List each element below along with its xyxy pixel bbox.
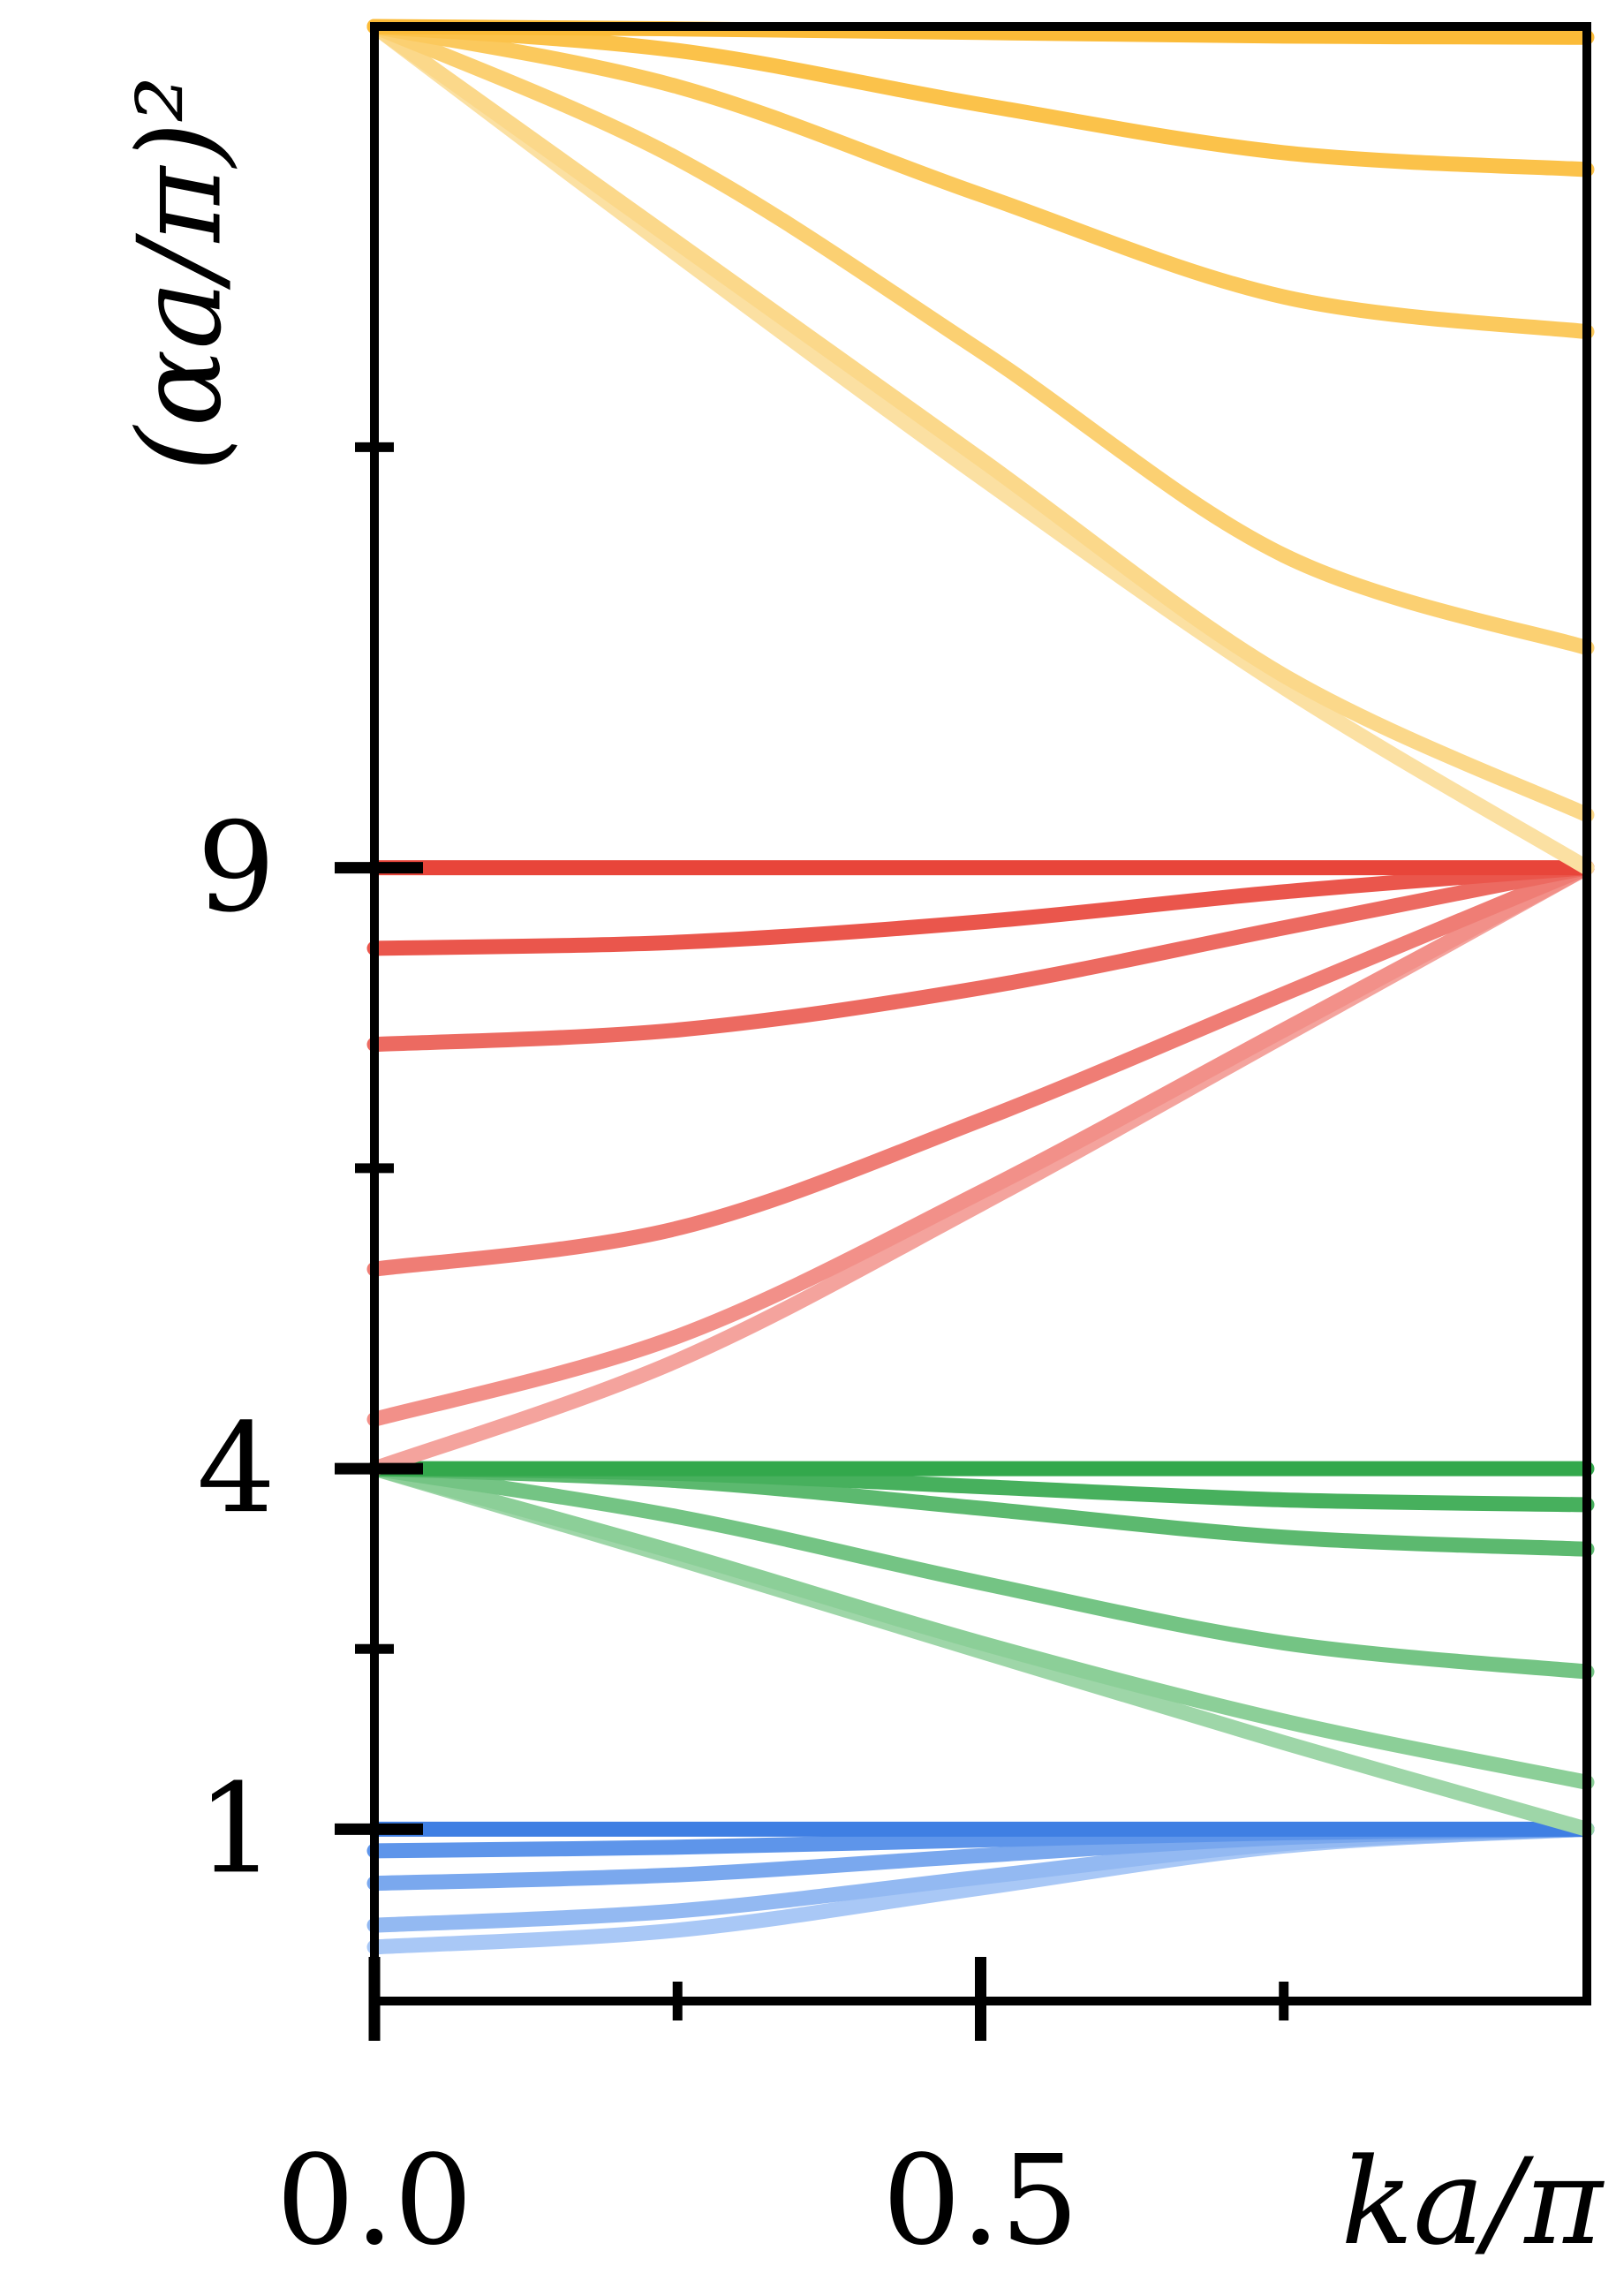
y-tick-label: 1 xyxy=(197,1757,276,1901)
band-line xyxy=(366,860,1595,1277)
y-tick-label: 4 xyxy=(197,1397,276,1541)
x-axis-label: ka/π xyxy=(1341,2133,1605,2271)
band-line xyxy=(366,19,1595,823)
x-tick-label: 0.5 xyxy=(882,2129,1079,2273)
band-line xyxy=(366,860,1595,956)
band-line xyxy=(366,1461,1595,1680)
band-line xyxy=(366,1461,1595,1790)
band-line xyxy=(366,19,1595,656)
y-axis-label: (αa/π)² xyxy=(113,76,247,472)
x-tick-label: 0.0 xyxy=(276,2129,473,2273)
band-line xyxy=(366,860,1595,1427)
band-line xyxy=(366,860,1595,1053)
band-line xyxy=(366,19,1595,340)
band-line xyxy=(366,19,1595,177)
y-tick-label: 9 xyxy=(197,797,276,940)
